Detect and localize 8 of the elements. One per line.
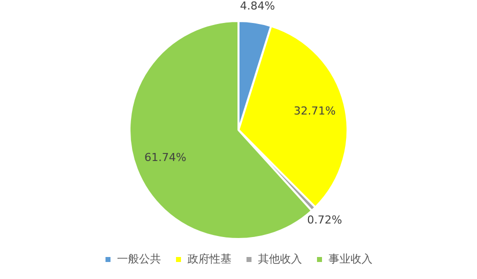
legend-label: 政府性基 [188, 252, 232, 266]
data-label: 32.71% [294, 104, 336, 118]
data-label: 4.84% [240, 0, 275, 12]
data-label: 61.74% [144, 151, 186, 164]
legend-label: 其他收入 [258, 252, 302, 266]
data-label: 0.72% [307, 213, 342, 226]
legend-label: 一般公共 [117, 252, 161, 266]
legend-label: 事业收入 [328, 252, 372, 266]
